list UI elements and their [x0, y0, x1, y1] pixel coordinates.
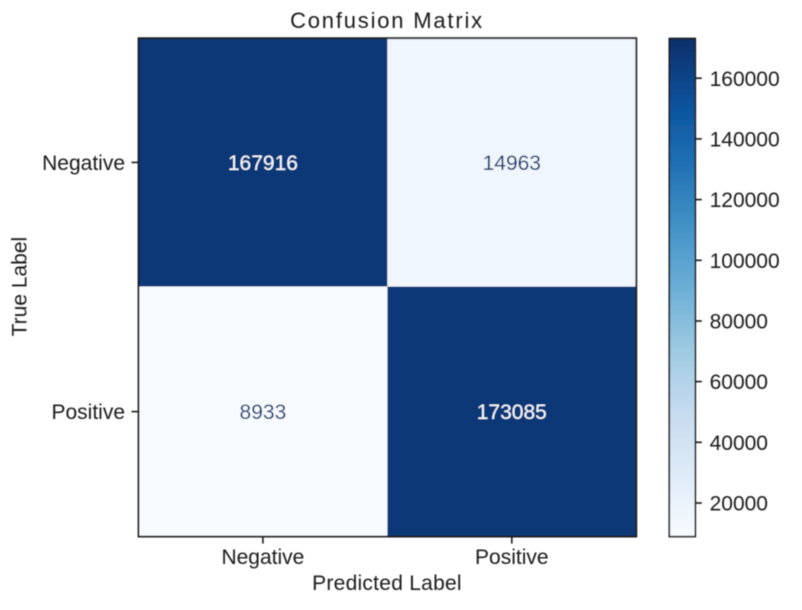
svg-text:160000: 160000	[710, 68, 780, 91]
svg-text:100000: 100000	[710, 250, 780, 273]
svg-text:Confusion Matrix: Confusion Matrix	[290, 8, 484, 33]
svg-text:True Label: True Label	[8, 237, 31, 337]
svg-text:120000: 120000	[710, 189, 780, 212]
svg-text:Negative: Negative	[42, 152, 125, 175]
svg-text:40000: 40000	[710, 432, 768, 455]
svg-text:8933: 8933	[240, 401, 287, 424]
svg-text:Negative: Negative	[221, 546, 304, 569]
svg-text:60000: 60000	[710, 371, 768, 394]
svg-text:173085: 173085	[477, 401, 547, 424]
svg-text:167916: 167916	[228, 152, 298, 175]
svg-text:20000: 20000	[710, 493, 768, 516]
svg-text:Predicted Label: Predicted Label	[312, 572, 462, 595]
svg-text:Positive: Positive	[475, 546, 549, 569]
svg-text:140000: 140000	[710, 129, 780, 152]
svg-text:80000: 80000	[710, 311, 768, 334]
svg-text:14963: 14963	[483, 152, 541, 175]
svg-text:Positive: Positive	[51, 401, 125, 424]
